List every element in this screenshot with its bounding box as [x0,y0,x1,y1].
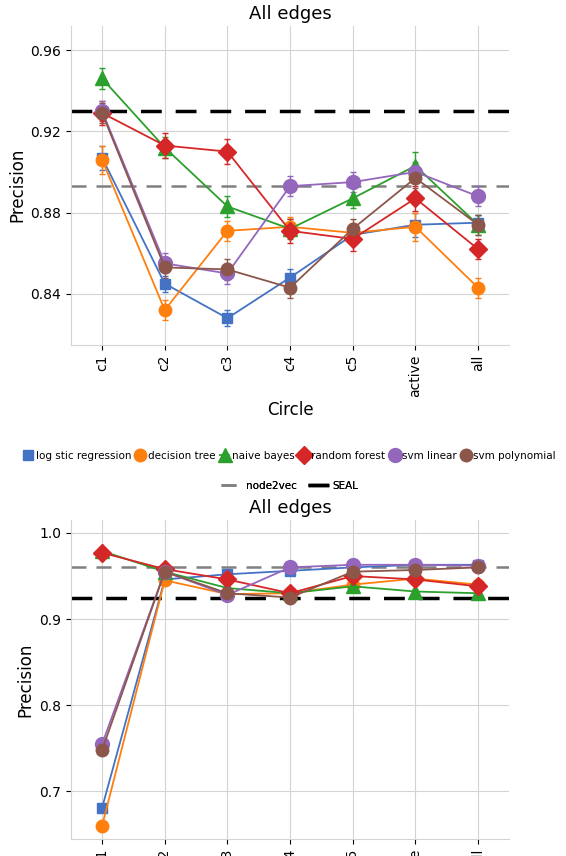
Text: (a) Gaming-related dataset: (a) Gaming-related dataset [177,525,404,543]
Y-axis label: Precision: Precision [17,642,35,716]
Title: All edges: All edges [248,499,332,517]
Title: All edges: All edges [248,5,332,23]
X-axis label: Circle: Circle [267,401,314,419]
Legend: node2vec, SEAL: node2vec, SEAL [221,481,359,490]
Y-axis label: Precision: Precision [8,148,26,223]
